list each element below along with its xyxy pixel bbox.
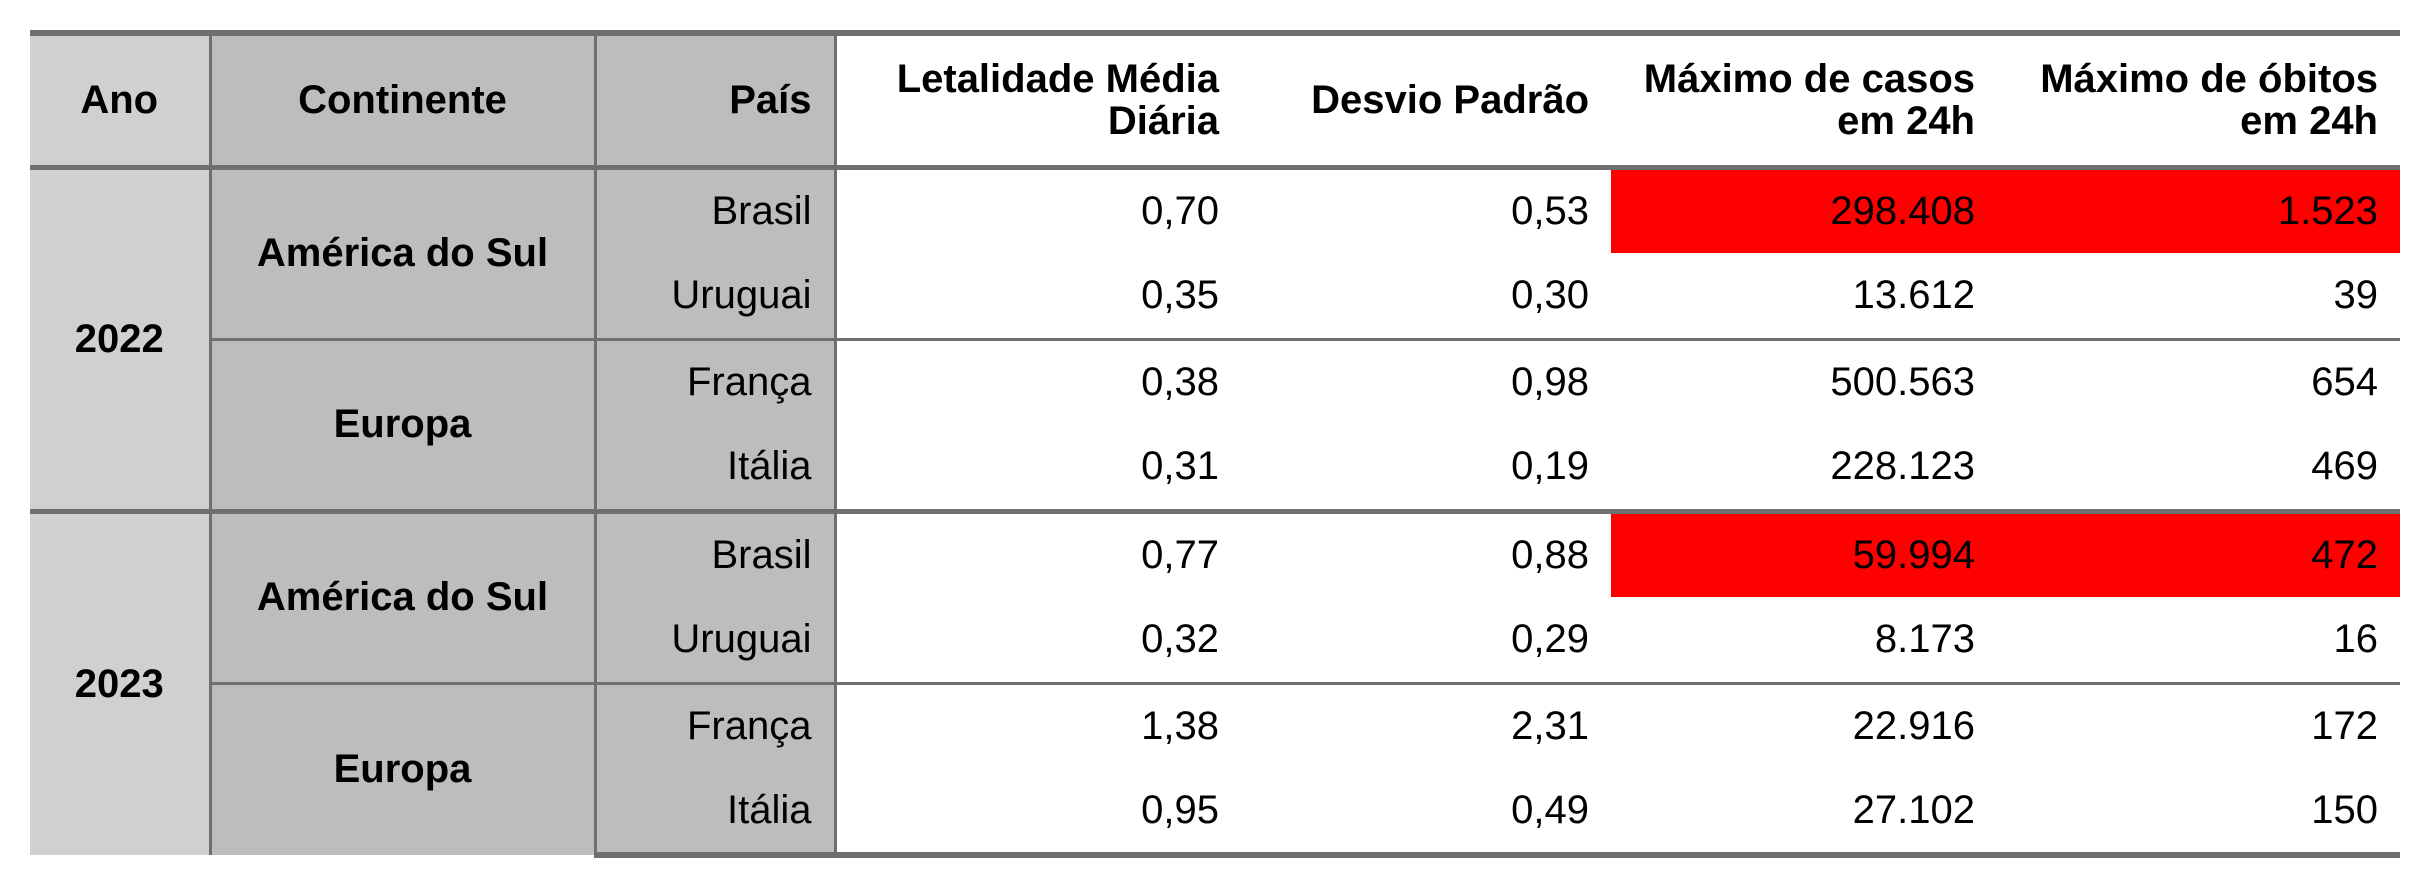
continent-cell: América do Sul (210, 508, 597, 683)
table-row: 2022 América do Sul Brasil 0,70 0,53 298.408 1… (30, 167, 2400, 511)
country-cell: França (595, 681, 837, 769)
continent-cell: América do Sul (210, 167, 597, 339)
country-cell: Uruguai (595, 253, 837, 339)
continent-cell: Europa (210, 681, 597, 855)
max-obitos-cell: 654 (1997, 337, 2400, 425)
table-row: Itália 0,31 0,19 228.123 469 (30, 425, 2400, 511)
desvio-padrao-cell: 0,98 (1241, 337, 1611, 425)
table-row: Europa França 0,38 0,98 500.563 654 (30, 337, 2400, 511)
continent-cell: Europa (210, 337, 597, 511)
max-casos-cell: 59.994 (1611, 508, 1997, 597)
letalidade-cell: 0,31 (1141, 444, 1219, 489)
header-max-casos: Máximo de casos em 24h (1611, 30, 1997, 170)
desvio-padrao-cell: 2,31 (1241, 681, 1611, 769)
desvio-padrao-cell: 0,19 (1511, 444, 1589, 489)
country-cell: Itália (595, 769, 837, 858)
max-casos-cell: 228.123 (1830, 444, 1975, 489)
desvio-padrao-cell: 0,30 (1511, 272, 1589, 317)
country-cell: Itália (595, 425, 837, 511)
header-desvio-padrao: Desvio Padrão (1241, 30, 1611, 170)
max-obitos-cell: 39 (2333, 272, 2379, 317)
header-letalidade: Letalidade Média Diária (835, 30, 1241, 170)
letalidade-cell: 0,35 (1141, 272, 1219, 317)
header-max-obitos: Máximo de óbitos em 24h (1997, 30, 2400, 170)
desvio-padrao-cell: 0,53 (1511, 188, 1589, 233)
letalidade-cell: 0,38 (835, 337, 1241, 425)
letalidade-cell: 0,95 (835, 769, 1241, 858)
year-cell: 2022 (30, 167, 212, 511)
table-row: Uruguai 0,35 0,30 13.612 39 (30, 253, 2400, 339)
desvio-padrao-cell: 0,88 (1241, 508, 1611, 597)
header-ano: Ano (30, 30, 212, 170)
country-cell: França (595, 337, 837, 425)
max-casos-cell: 27.102 (1611, 769, 1997, 858)
covid-stats-table: Ano Continente País Letalidade Média Diá… (30, 30, 2400, 858)
country-cell: Uruguai (595, 597, 837, 683)
max-casos-cell: 13.612 (1852, 272, 1975, 317)
table-row: 2023 América do Sul Brasil 0,77 0,88 59.994 47… (30, 508, 2400, 855)
max-obitos-cell: 150 (1997, 769, 2400, 858)
table-row: Europa França 1,38 2,31 22.916 172 (30, 681, 2400, 855)
year-cell: 2023 (30, 508, 212, 855)
letalidade-cell: 0,77 (835, 508, 1241, 597)
max-casos-cell: 500.563 (1611, 337, 1997, 425)
max-casos-cell: 298.408 (1611, 167, 1997, 253)
desvio-padrao-cell: 0,49 (1241, 769, 1611, 858)
letalidade-cell: 0,70 (1141, 188, 1219, 233)
header-pais: País (595, 30, 837, 170)
table-row: Itália 0,95 0,49 27.102 150 (30, 769, 2400, 858)
desvio-padrao-cell: 0,29 (1511, 616, 1589, 661)
max-obitos-cell: 172 (1997, 681, 2400, 769)
country-cell: Brasil (595, 508, 837, 597)
max-obitos-cell: 469 (2311, 444, 2378, 489)
table-body: 2022 América do Sul Brasil 0,70 0,53 298.408 1… (30, 167, 2400, 858)
table-header: Ano Continente País Letalidade Média Diá… (30, 30, 2400, 170)
header-row: Ano Continente País Letalidade Média Diá… (30, 30, 2400, 170)
max-obitos-cell: 1.523 (1997, 167, 2400, 253)
letalidade-cell: 0,32 (1141, 616, 1219, 661)
max-casos-cell: 8.173 (1874, 616, 1975, 661)
header-continente: Continente (210, 30, 597, 170)
max-casos-cell: 22.916 (1611, 681, 1997, 769)
max-obitos-cell: 16 (2333, 616, 2379, 661)
max-obitos-cell: 472 (1997, 508, 2400, 597)
table-row: Uruguai 0,32 0,29 8.173 16 (30, 597, 2400, 683)
letalidade-cell: 1,38 (835, 681, 1241, 769)
country-cell: Brasil (595, 167, 837, 253)
